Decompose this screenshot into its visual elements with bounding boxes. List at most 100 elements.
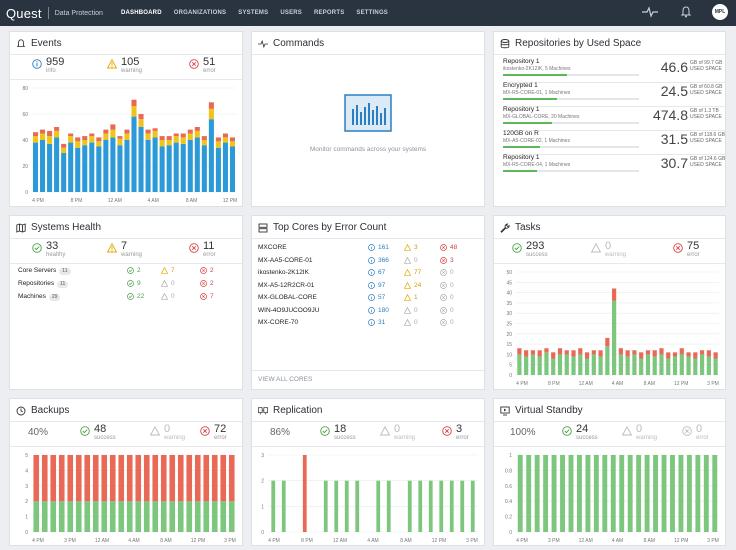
chart-bar — [166, 140, 172, 146]
core-row-name[interactable]: MX-CORE-70 — [258, 319, 299, 326]
repository-item[interactable]: 120GB on R MX-A5-CORE-02, 1 Machines 31.… — [503, 130, 726, 154]
chart-bar — [591, 350, 596, 355]
chart-bar — [75, 147, 81, 192]
chart-bar — [222, 137, 228, 143]
chart-bar — [639, 358, 644, 375]
repository-item[interactable]: Repository 1 MX-GLOBAL-CORE, 20 Machines… — [503, 106, 726, 130]
chart-bar — [517, 455, 523, 532]
chart-bar — [117, 136, 123, 139]
core-row-name[interactable]: MX-A5-12R2CR-01 — [258, 281, 315, 289]
health-row-repositories[interactable]: Repositories 11 — [18, 280, 69, 288]
repository-name: 120GB on R — [503, 130, 539, 137]
chart-bar — [460, 480, 465, 532]
repository-used-value: 31.5 — [660, 131, 688, 147]
chart-bar — [143, 501, 150, 532]
warning-icon — [107, 59, 117, 69]
replication-error-stat[interactable]: 3 error — [442, 424, 469, 442]
info-icon — [368, 256, 375, 264]
nav-settings[interactable]: SETTINGS — [356, 10, 389, 16]
core-row-name[interactable]: MX-GLOBAL-CORE — [258, 294, 317, 301]
repository-core: ikostenko-2K12IK, 5 Machines — [503, 66, 571, 72]
chart-bar — [61, 147, 67, 153]
chart-bar — [672, 356, 678, 375]
backups-warning-label: warning — [164, 435, 186, 441]
chart-bar — [679, 348, 684, 355]
backups-warning-stat[interactable]: 0 warning — [150, 424, 185, 442]
standby-warning-stat[interactable]: 0 warning — [622, 424, 657, 442]
error-icon — [682, 426, 692, 436]
chart-bar — [68, 133, 74, 137]
chart-bar — [75, 141, 81, 148]
standby-success-stat[interactable]: 24 success — [562, 424, 598, 442]
info-icon — [368, 294, 375, 301]
y-tick-label: 2 — [25, 499, 28, 505]
chart-bar — [54, 137, 60, 192]
backups-error-stat[interactable]: 72 error — [200, 424, 227, 442]
warning-icon — [161, 267, 168, 274]
tasks-error-stat[interactable]: 75 error — [673, 241, 700, 259]
chart-bar — [568, 455, 574, 532]
activity-icon[interactable] — [642, 6, 658, 18]
core-row-name[interactable]: WIN-4O9JUCOO9JU — [258, 306, 320, 314]
check-circle-icon — [127, 267, 134, 274]
repository-item[interactable]: Repository 1 ikostenko-2K12IK, 5 Machine… — [503, 58, 726, 82]
replication-success-stat[interactable]: 18 success — [320, 424, 356, 442]
nav-organizations[interactable]: ORGANIZATIONS — [173, 10, 227, 16]
healthy-stat[interactable]: 33 healthy — [32, 241, 65, 259]
view-all-cores-link[interactable]: VIEW ALL CORES — [258, 376, 313, 383]
chart-bar — [578, 354, 583, 375]
health-row-core-servers[interactable]: Core Servers 11 — [18, 267, 71, 275]
nav-reports[interactable]: REPORTS — [314, 10, 345, 16]
activity-icon — [258, 39, 268, 48]
repository-item[interactable]: Repository 1 MX-R5-CORE-04, 1 Machines 3… — [503, 154, 726, 178]
error-stat[interactable]: 11 error — [189, 241, 216, 259]
chart-bar — [530, 354, 536, 375]
chart-bar — [222, 142, 228, 192]
backups-success-stat[interactable]: 48 success — [80, 424, 116, 442]
core-row-name[interactable]: ikostenko-2K12IK — [258, 269, 309, 276]
chart-bar — [131, 116, 137, 192]
user-avatar[interactable]: MPL — [712, 4, 728, 20]
error-icon — [200, 267, 207, 274]
database-icon — [500, 38, 510, 48]
core-error-count: 3 — [440, 257, 454, 264]
replication-warning-stat[interactable]: 0 warning — [380, 424, 415, 442]
nav-dashboard[interactable]: DASHBOARD — [120, 10, 162, 16]
x-tick-label: 8 AM — [160, 538, 171, 544]
chart-bar — [166, 136, 172, 140]
core-row-name[interactable]: MX-AA5-CORE-01 — [258, 256, 313, 264]
core-warning-count: 3 — [404, 244, 418, 251]
events-error-stat[interactable]: 51 error — [189, 57, 216, 75]
tasks-success-stat[interactable]: 293 success — [512, 241, 548, 259]
bell-icon[interactable] — [680, 6, 692, 18]
events-warning-stat[interactable]: 105 warning — [107, 57, 142, 75]
events-info-label: info — [46, 68, 56, 74]
health-row-machines[interactable]: Machines 29 — [18, 293, 61, 301]
repository-used-value: 474.8 — [652, 107, 688, 123]
nav-users[interactable]: USERS — [280, 10, 302, 16]
core-error-count: 0 — [440, 269, 454, 276]
chart-bar — [96, 137, 102, 142]
core-row-name[interactable]: MXCORE — [258, 244, 287, 251]
chart-bar — [220, 501, 227, 532]
repository-name: Repository 1 — [503, 106, 540, 113]
x-tick-label: 3 PM — [64, 538, 76, 544]
brand-logo[interactable]: Quest — [6, 5, 42, 21]
chart-bar — [713, 358, 718, 375]
y-tick-label: 1 — [261, 504, 264, 510]
tasks-warning-stat[interactable]: 0 warning — [591, 241, 626, 259]
chart-bar — [645, 354, 651, 375]
nav-systems[interactable]: SYSTEMS — [238, 10, 269, 16]
chart-bar — [222, 133, 228, 138]
chart-bar — [584, 352, 590, 359]
chart-bar — [201, 140, 207, 146]
warning-stat[interactable]: 7 warning — [107, 241, 142, 259]
divider — [503, 130, 726, 131]
repository-item[interactable]: Encrypted 1 MX-R5-CORE-01, 1 Machines 24… — [503, 82, 726, 106]
events-info-stat[interactable]: 959 info — [32, 57, 64, 75]
chart-bar — [75, 137, 81, 142]
standby-error-stat[interactable]: 0 error — [682, 424, 709, 442]
events-info-count: 959 — [46, 56, 65, 68]
chart-bar — [551, 455, 557, 532]
chart-bar — [571, 356, 576, 375]
